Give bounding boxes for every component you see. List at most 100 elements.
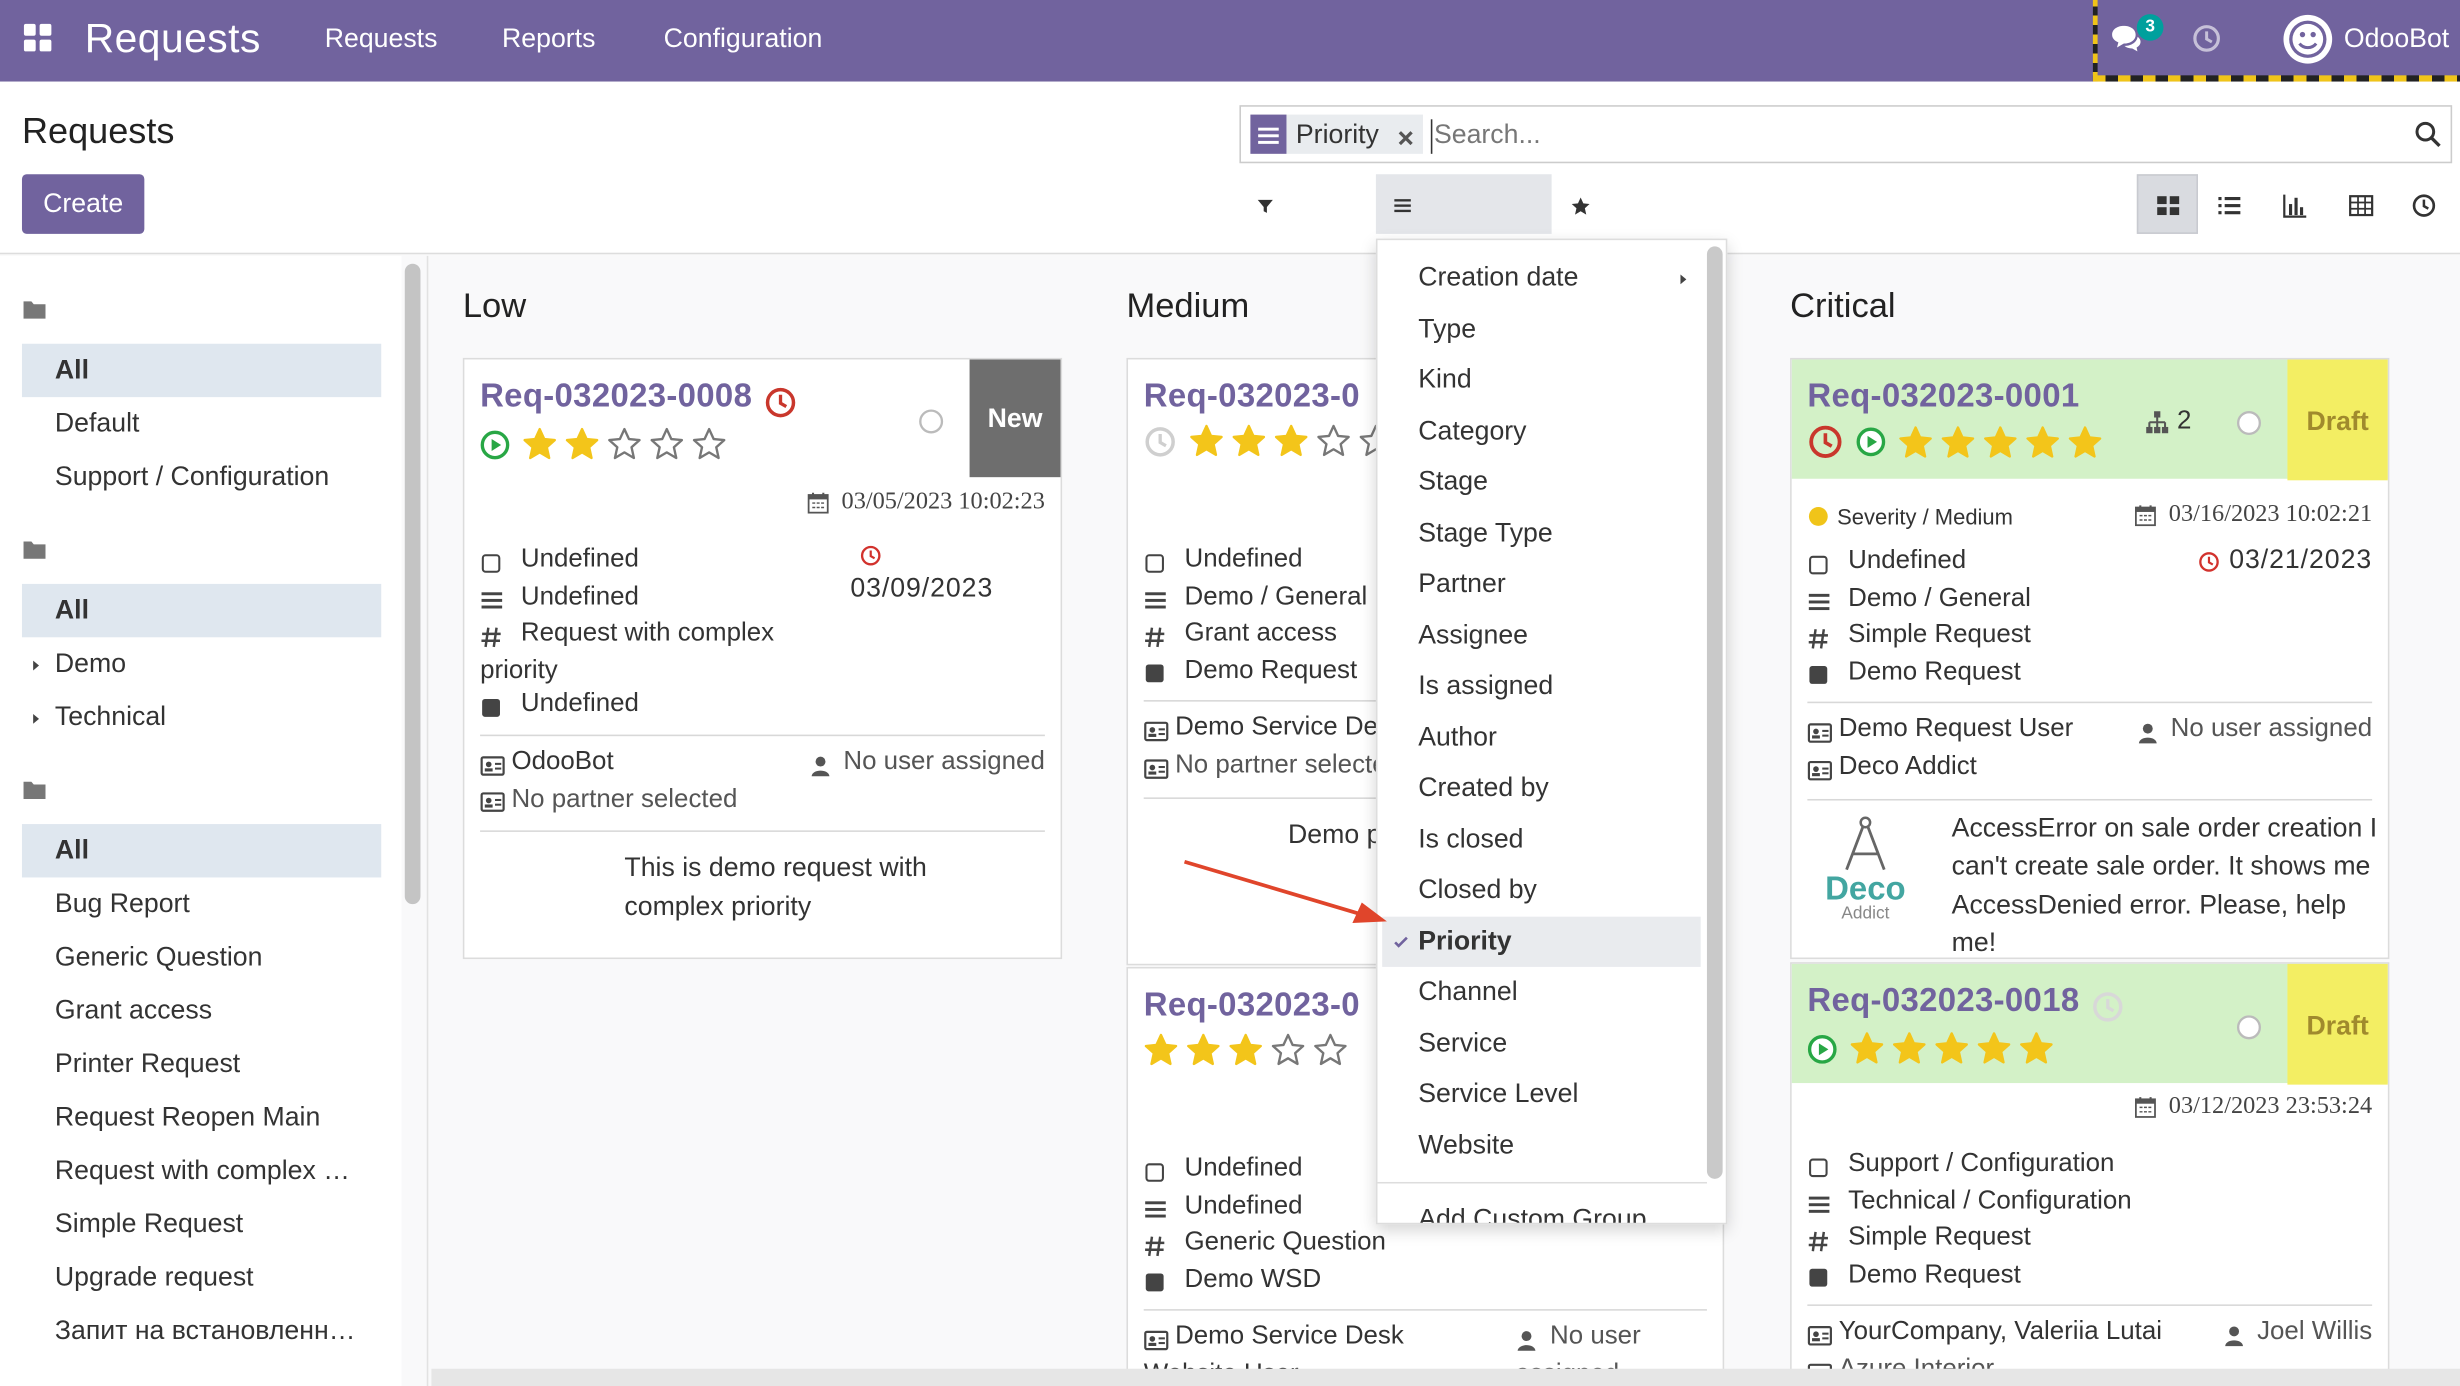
menu-option[interactable]: Created by — [1382, 763, 1700, 814]
menu-option[interactable]: Partner — [1382, 559, 1700, 610]
priority-star[interactable] — [1271, 1033, 1306, 1066]
kanban-card[interactable]: Req-032023-0008 New 03/05/2023 10:02:23 Un… — [462, 357, 1063, 960]
priority-star[interactable] — [2068, 425, 2103, 457]
priority-star[interactable] — [565, 428, 600, 460]
menu-option[interactable]: Stage Type — [1382, 508, 1700, 559]
name-row: Req-032023-0 — [1144, 378, 1707, 416]
line-icon — [480, 546, 502, 580]
sidebar-item[interactable]: Request with complex … — [22, 1144, 381, 1197]
group-by-button[interactable] — [1375, 174, 1552, 234]
kanban-state[interactable] — [2236, 408, 2263, 438]
sidebar-item[interactable]: Support / Configuration — [22, 450, 381, 503]
icon-part — [1812, 772, 1820, 776]
sidebar-item[interactable]: All — [21, 824, 382, 878]
sidebar-item[interactable]: All — [21, 583, 382, 638]
menu-option[interactable]: Service — [1382, 1018, 1700, 1069]
menu-option[interactable]: Assignee — [1382, 610, 1700, 661]
priority-star[interactable] — [607, 428, 642, 460]
icon-part — [1813, 765, 1819, 772]
priority-star[interactable] — [1850, 1032, 1885, 1064]
menu-option[interactable]: Channel — [1382, 967, 1700, 1018]
kanban-card[interactable]: Req-032023-0001 Draft 2 Severity / Medium … — [1790, 357, 2390, 960]
priority-star[interactable] — [1189, 424, 1224, 457]
sidebar-item[interactable]: Request Reopen Main — [22, 1091, 381, 1144]
priority-star[interactable] — [1892, 1032, 1927, 1064]
search-input[interactable]: Search... — [1430, 119, 1541, 154]
priority-star[interactable] — [692, 428, 727, 460]
sidebar-item[interactable]: Simple Request — [22, 1198, 381, 1251]
priority-star[interactable] — [1232, 424, 1267, 457]
sidebar-item[interactable]: Bug Report — [22, 877, 381, 930]
kanban-state[interactable] — [918, 407, 945, 437]
view-graph[interactable] — [2283, 191, 2308, 219]
sidebar-item[interactable]: Default — [22, 397, 381, 450]
sidebar-item[interactable]: Technical — [22, 691, 381, 744]
priority-star[interactable] — [1274, 424, 1309, 457]
line-icon — [1807, 1262, 1829, 1296]
kanban-card[interactable]: Req-032023-0018 Draft 03/12/2023 23:53:24… — [1790, 962, 2390, 1386]
view-activity[interactable] — [2411, 191, 2436, 219]
priority-star[interactable] — [1941, 425, 1976, 457]
chat-icon[interactable] — [2110, 22, 2141, 53]
priority-star[interactable] — [1186, 1033, 1221, 1066]
avatar[interactable] — [2281, 13, 2334, 66]
menu-option[interactable]: Stage — [1382, 457, 1700, 508]
favorites-button[interactable] — [1570, 190, 1590, 221]
sidebar-item[interactable]: Upgrade request — [22, 1251, 381, 1304]
menu-option[interactable]: Kind — [1382, 355, 1700, 406]
partner-icon — [1144, 752, 1169, 786]
view-list[interactable] — [2217, 191, 2242, 219]
menu-option[interactable]: Service Level — [1382, 1069, 1700, 1120]
menu-item[interactable]: Configuration — [663, 23, 823, 54]
priority-star[interactable] — [1898, 425, 1933, 457]
menu-option[interactable]: Is assigned — [1382, 661, 1700, 712]
priority-star[interactable] — [1144, 1033, 1179, 1066]
priority-star[interactable] — [1983, 425, 2018, 457]
menu-option[interactable]: Closed by — [1382, 865, 1700, 916]
sidebar-item[interactable]: Запит на встановленн… — [22, 1304, 381, 1357]
view-kanban[interactable] — [2136, 174, 2199, 234]
sidebar-item[interactable]: Grant access — [22, 984, 381, 1037]
icon-part — [2020, 1032, 2053, 1064]
menu-option[interactable]: Type — [1382, 304, 1700, 355]
sidebar-item[interactable]: All — [21, 343, 382, 398]
item-label: All — [54, 835, 90, 865]
menu-item[interactable]: Reports — [502, 23, 596, 54]
priority-star[interactable] — [1934, 1032, 1969, 1064]
priority-star[interactable] — [522, 428, 557, 460]
priority-star[interactable] — [1977, 1032, 2012, 1064]
menu-option[interactable]: Creation date — [1382, 253, 1700, 304]
priority-star[interactable] — [1228, 1033, 1263, 1066]
people-row: OdooBot No user assigned — [480, 746, 1045, 783]
menu-option[interactable]: Priority — [1382, 915, 1701, 967]
icon-part — [1808, 1196, 1830, 1200]
priority-star[interactable] — [2025, 425, 2060, 457]
item-label: Default — [54, 408, 140, 438]
priority-star[interactable] — [2019, 1032, 2054, 1064]
icon — [1145, 1274, 1164, 1293]
icon — [810, 756, 829, 776]
sidebar-item[interactable]: Generic Question — [22, 931, 381, 984]
icon-part — [2154, 410, 2161, 417]
add-custom-group[interactable]: Add Custom Group — [1382, 1195, 1700, 1223]
create-button[interactable]: Create — [21, 174, 145, 234]
sidebar-item[interactable]: Printer Request — [22, 1038, 381, 1091]
sidebar-item[interactable]: Demo — [22, 637, 381, 690]
filters-button[interactable] — [1257, 190, 1274, 221]
menu-item[interactable]: Requests — [324, 23, 438, 54]
line-text: Demo Request — [1184, 655, 1358, 685]
activity-icon[interactable] — [2192, 24, 2222, 54]
facet-remove[interactable] — [1396, 124, 1415, 152]
menu-option[interactable]: Category — [1382, 406, 1700, 457]
priority-star[interactable] — [1316, 424, 1351, 457]
menu-option[interactable]: Author — [1382, 712, 1700, 763]
search-icon[interactable] — [2415, 121, 2442, 149]
menu-option[interactable]: Website — [1382, 1120, 1700, 1171]
menu-option[interactable]: Is closed — [1382, 814, 1700, 865]
apps-icon[interactable] — [22, 22, 53, 53]
view-pivot[interactable] — [2349, 191, 2374, 219]
name-row: Req-032023-0008 — [480, 378, 1045, 419]
kanban-state[interactable] — [2236, 1012, 2263, 1042]
priority-star[interactable] — [650, 428, 685, 460]
priority-star[interactable] — [1313, 1033, 1348, 1066]
